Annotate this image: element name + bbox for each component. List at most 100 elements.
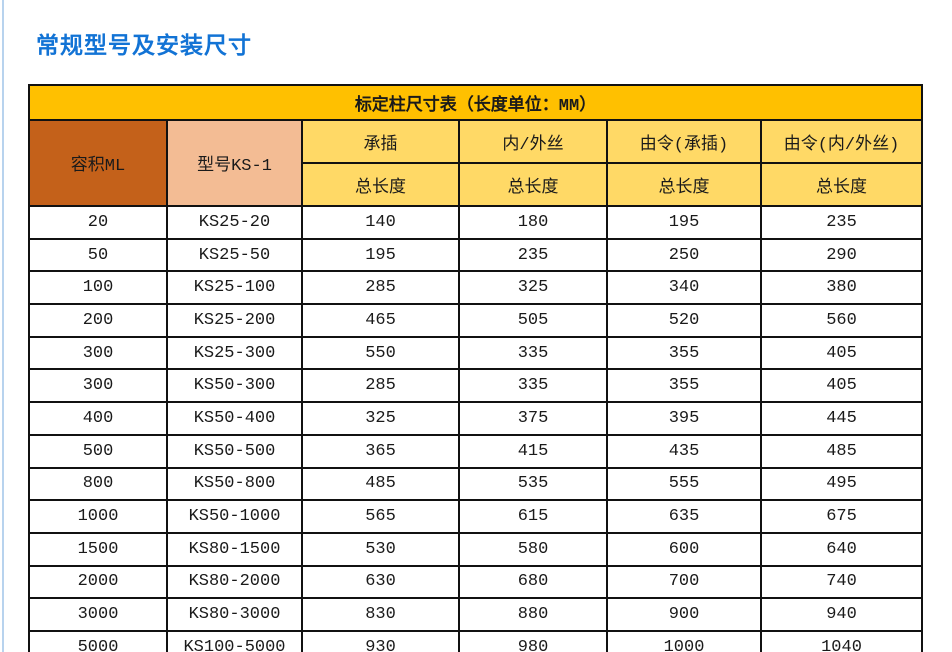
cell-model: KS80-2000 — [166, 564, 303, 600]
cell-volume: 100 — [28, 270, 168, 306]
cell-length: 565 — [301, 499, 460, 534]
cell-volume: 300 — [28, 368, 168, 404]
col-header-model-ks1: 型号KS-1 — [166, 119, 303, 207]
cell-length: 375 — [458, 401, 608, 436]
cell-volume: 1000 — [28, 499, 168, 534]
cell-length: 465 — [301, 303, 460, 338]
cell-length: 615 — [458, 499, 608, 534]
cell-length: 485 — [759, 433, 924, 469]
cell-length: 250 — [606, 237, 762, 273]
cell-length: 340 — [606, 270, 762, 306]
spec-table-body: 20 KS25-20 140 180 195 235 50 KS25-50 19… — [28, 205, 924, 652]
cell-length: 405 — [759, 335, 924, 371]
cell-length: 680 — [458, 564, 608, 600]
cell-model: KS100-5000 — [166, 629, 303, 652]
cell-length: 550 — [301, 335, 460, 371]
table-row: 1000 KS50-1000 565 615 635 675 — [28, 499, 924, 534]
cell-length: 675 — [759, 499, 924, 534]
cell-length: 1000 — [606, 629, 762, 652]
cell-length: 930 — [301, 629, 460, 652]
cell-volume: 300 — [28, 335, 168, 371]
table-row: 500 KS50-500 365 415 435 485 — [28, 433, 924, 469]
cell-length: 195 — [301, 237, 460, 273]
cell-length: 335 — [458, 368, 608, 404]
cell-model: KS25-300 — [166, 335, 303, 371]
cell-volume: 400 — [28, 401, 168, 436]
cell-length: 555 — [606, 466, 762, 502]
cell-length: 435 — [606, 433, 762, 469]
cell-length: 635 — [606, 499, 762, 534]
table-banner-title: 标定柱尺寸表（长度单位：MM） — [27, 84, 924, 121]
cell-length: 900 — [606, 597, 762, 632]
cell-length: 285 — [301, 270, 460, 306]
col-group-inner-outer-thread: 内/外丝 — [458, 119, 608, 164]
table-row: 20 KS25-20 140 180 195 235 — [28, 205, 924, 240]
cell-model: KS50-1000 — [166, 499, 303, 534]
cell-volume: 500 — [28, 433, 168, 469]
table-row: 1500 KS80-1500 530 580 600 640 — [28, 531, 924, 567]
cell-length: 285 — [301, 368, 460, 404]
cell-length: 940 — [759, 597, 924, 632]
cell-length: 485 — [301, 466, 460, 502]
cell-length: 580 — [458, 531, 608, 567]
cell-length: 325 — [458, 270, 608, 306]
cell-length: 495 — [759, 466, 924, 502]
col-header-volume-ml: 容积ML — [28, 119, 168, 207]
cell-model: KS80-1500 — [166, 531, 303, 567]
cell-length: 530 — [301, 531, 460, 567]
cell-model: KS50-500 — [166, 433, 303, 469]
cell-length: 380 — [759, 270, 924, 306]
cell-length: 325 — [301, 401, 460, 436]
cell-volume: 50 — [28, 237, 168, 273]
cell-length: 415 — [458, 433, 608, 469]
cell-length: 830 — [301, 597, 460, 632]
cell-model: KS50-400 — [166, 401, 303, 436]
table-banner-row: 标定柱尺寸表（长度单位：MM） — [27, 84, 924, 121]
cell-length: 740 — [759, 564, 924, 600]
table-row: 100 KS25-100 285 325 340 380 — [28, 270, 924, 306]
cell-volume: 3000 — [28, 597, 168, 632]
cell-length: 395 — [606, 401, 762, 436]
table-header-row-1: 容积ML 型号KS-1 承插 内/外丝 由令(承插) 由令(内/外丝) — [28, 119, 924, 207]
table-row: 300 KS50-300 285 335 355 405 — [28, 368, 924, 404]
cell-model: KS25-200 — [166, 303, 303, 338]
cell-volume: 800 — [28, 466, 168, 502]
cell-volume: 20 — [28, 205, 168, 240]
cell-length: 640 — [759, 531, 924, 567]
table-row: 200 KS25-200 465 505 520 560 — [28, 303, 924, 338]
cell-length: 700 — [606, 564, 762, 600]
page-title: 常规型号及安装尺寸 — [36, 32, 252, 58]
cell-length: 600 — [606, 531, 762, 567]
table-row: 400 KS50-400 325 375 395 445 — [28, 401, 924, 436]
cell-length: 140 — [301, 205, 460, 240]
cell-volume: 1500 — [28, 531, 168, 567]
cell-length: 405 — [759, 368, 924, 404]
col-subheader-total-length-socket: 总长度 — [301, 162, 460, 207]
cell-length: 180 — [458, 205, 608, 240]
cell-length: 335 — [458, 335, 608, 371]
table-row: 3000 KS80-3000 830 880 900 940 — [28, 597, 924, 632]
cell-length: 235 — [458, 237, 608, 273]
cell-model: KS25-50 — [166, 237, 303, 273]
cell-model: KS50-800 — [166, 466, 303, 502]
col-group-socket: 承插 — [301, 119, 460, 164]
cell-length: 235 — [759, 205, 924, 240]
cell-length: 535 — [458, 466, 608, 502]
cell-length: 880 — [458, 597, 608, 632]
cell-length: 365 — [301, 433, 460, 469]
cell-model: KS80-3000 — [166, 597, 303, 632]
table-row: 50 KS25-50 195 235 250 290 — [28, 237, 924, 273]
cell-length: 505 — [458, 303, 608, 338]
cell-model: KS25-20 — [166, 205, 303, 240]
cell-length: 630 — [301, 564, 460, 600]
col-subheader-total-length-thread: 总长度 — [458, 162, 608, 207]
cell-volume: 5000 — [28, 629, 168, 652]
table-row: 300 KS25-300 550 335 355 405 — [28, 335, 924, 371]
table-row: 5000 KS100-5000 930 980 1000 1040 — [28, 629, 924, 652]
spec-table: 标定柱尺寸表（长度单位：MM） 容积ML 型号KS-1 承插 内/外丝 由令(承… — [27, 84, 924, 652]
table-header-row-2: 总长度 总长度 总长度 总长度 — [29, 162, 924, 207]
cell-length: 355 — [606, 368, 762, 404]
col-subheader-total-length-union-socket: 总长度 — [606, 162, 762, 207]
table-row: 2000 KS80-2000 630 680 700 740 — [28, 564, 924, 600]
